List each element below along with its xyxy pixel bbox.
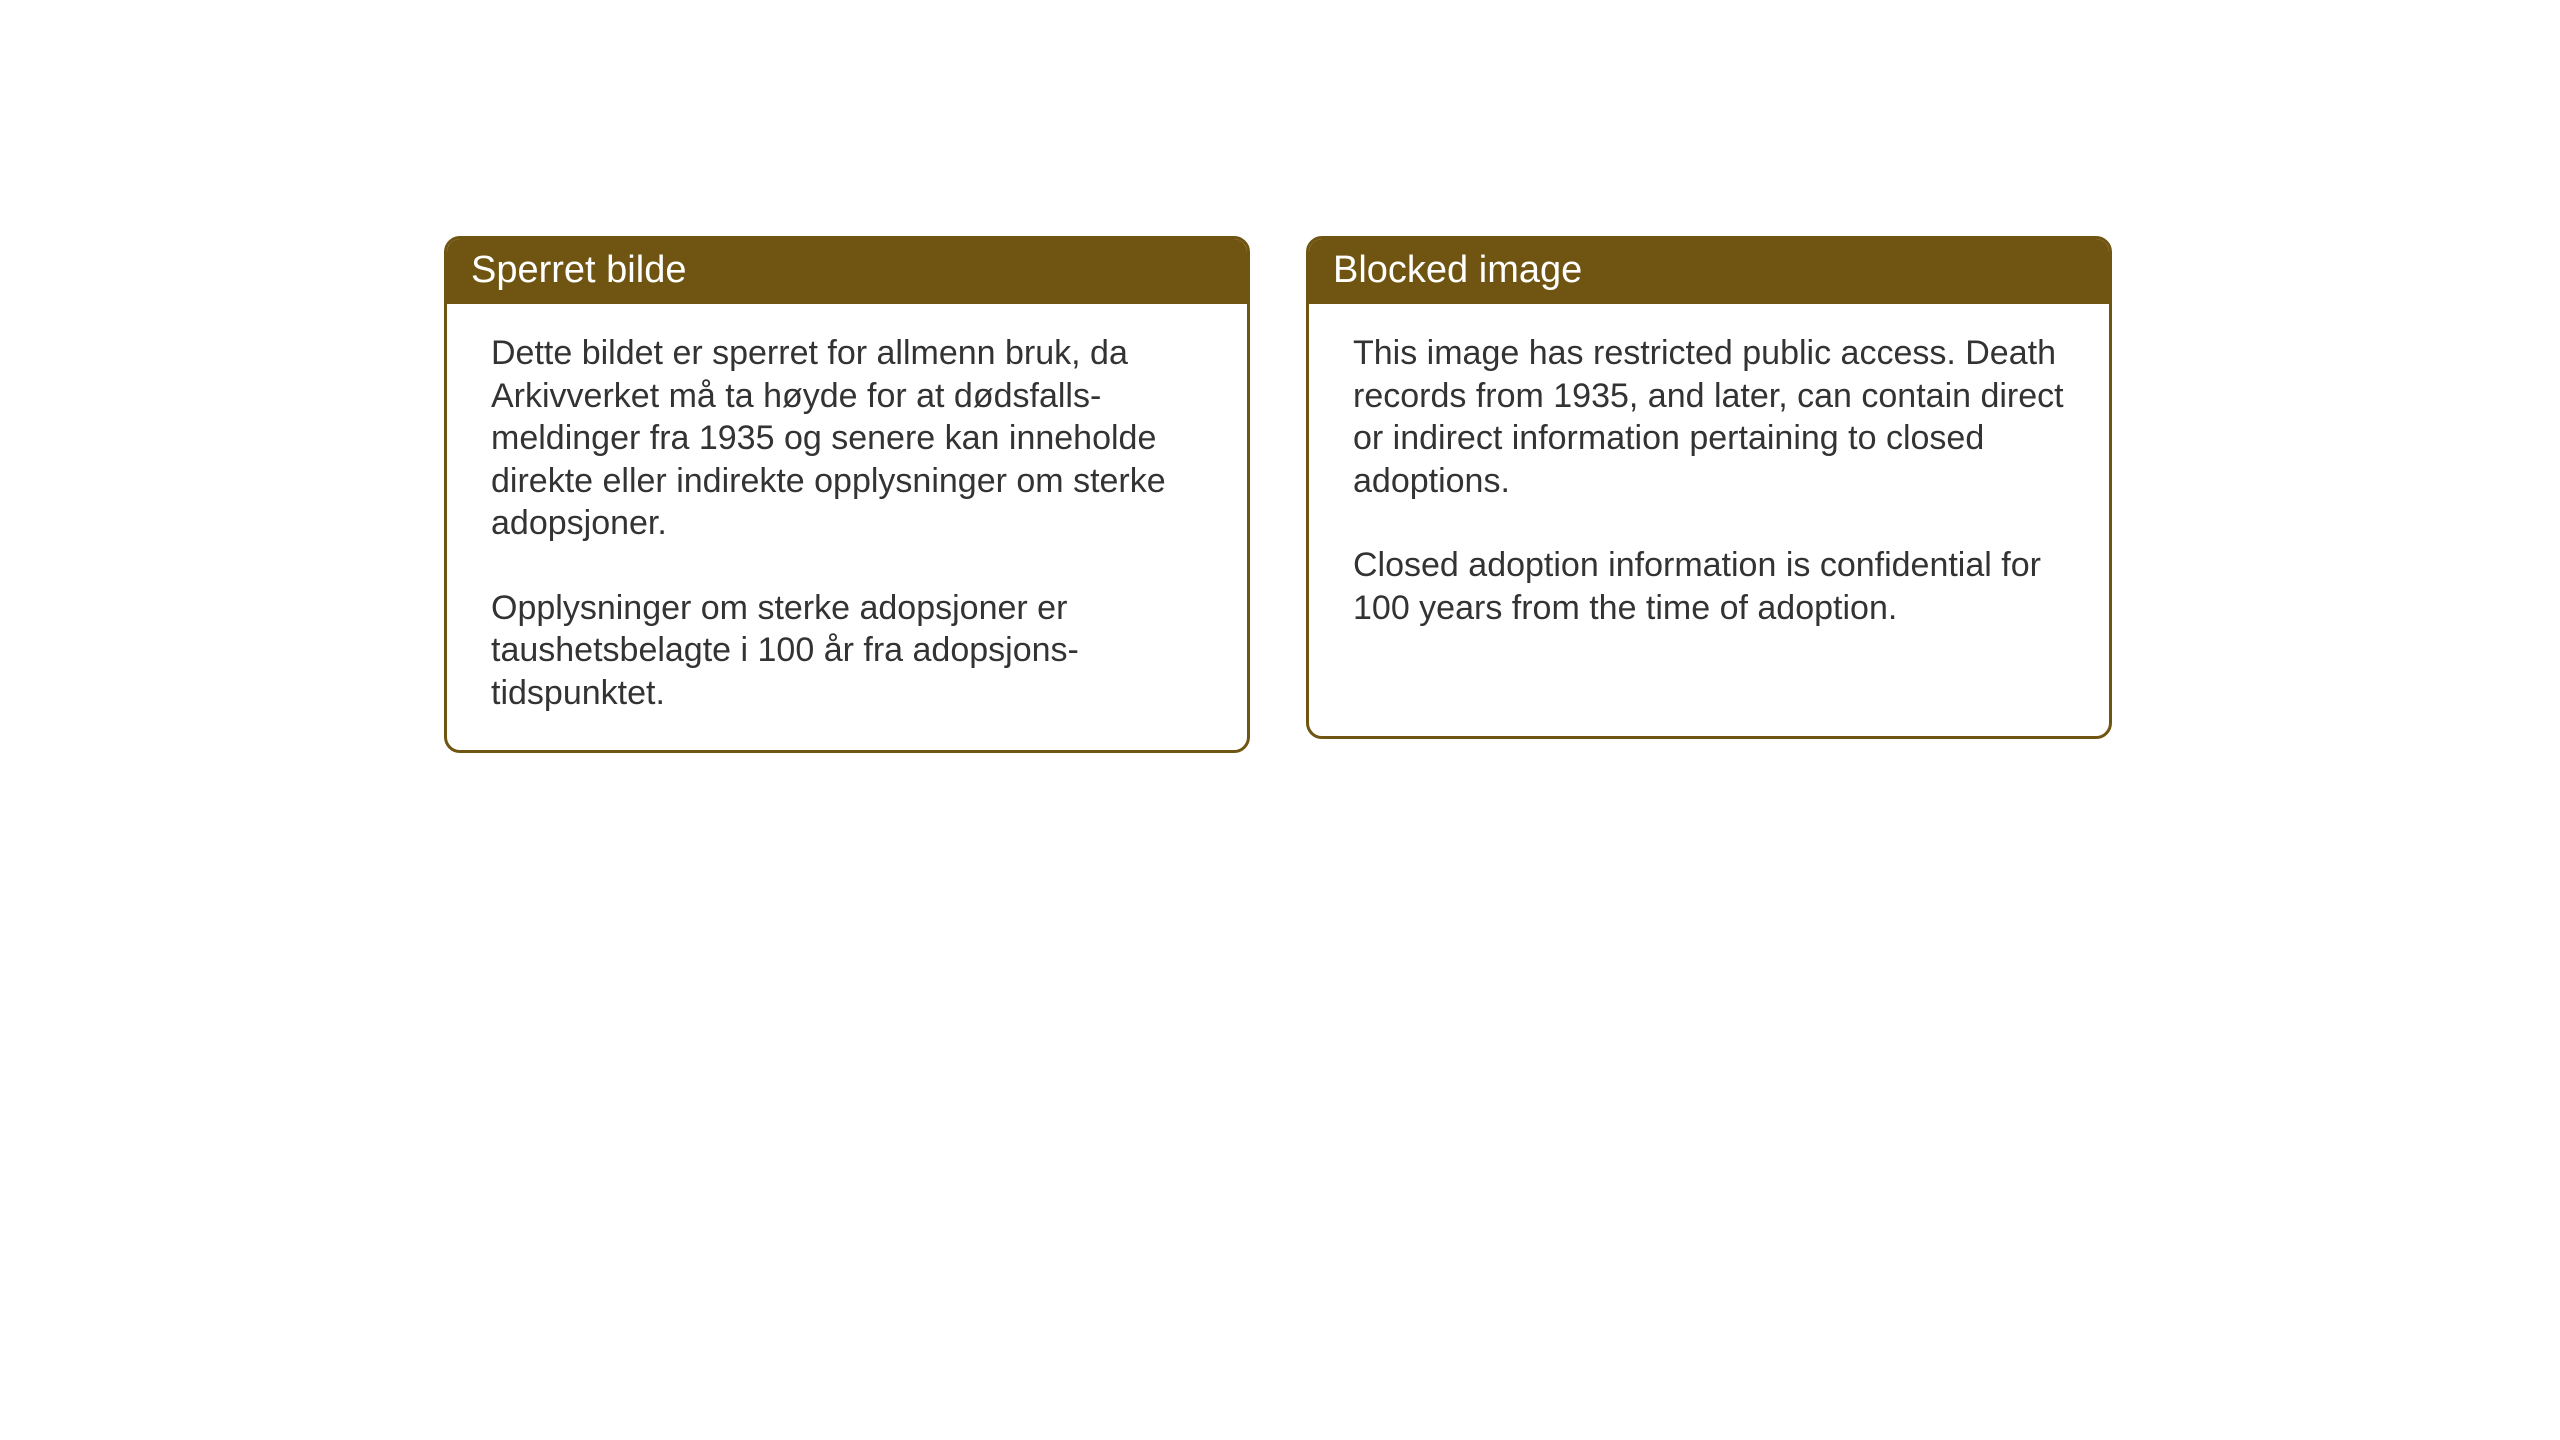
notice-paragraph-2-norwegian: Opplysninger om sterke adopsjoner er tau… xyxy=(491,587,1203,715)
notice-header-norwegian: Sperret bilde xyxy=(447,239,1247,304)
notice-header-english: Blocked image xyxy=(1309,239,2109,304)
notice-body-english: This image has restricted public access.… xyxy=(1309,304,2109,665)
notice-box-english: Blocked image This image has restricted … xyxy=(1306,236,2112,739)
notice-container: Sperret bilde Dette bildet er sperret fo… xyxy=(444,236,2112,753)
notice-box-norwegian: Sperret bilde Dette bildet er sperret fo… xyxy=(444,236,1250,753)
notice-paragraph-1-english: This image has restricted public access.… xyxy=(1353,332,2065,502)
notice-paragraph-2-english: Closed adoption information is confident… xyxy=(1353,544,2065,629)
notice-paragraph-1-norwegian: Dette bildet er sperret for allmenn bruk… xyxy=(491,332,1203,545)
notice-body-norwegian: Dette bildet er sperret for allmenn bruk… xyxy=(447,304,1247,750)
